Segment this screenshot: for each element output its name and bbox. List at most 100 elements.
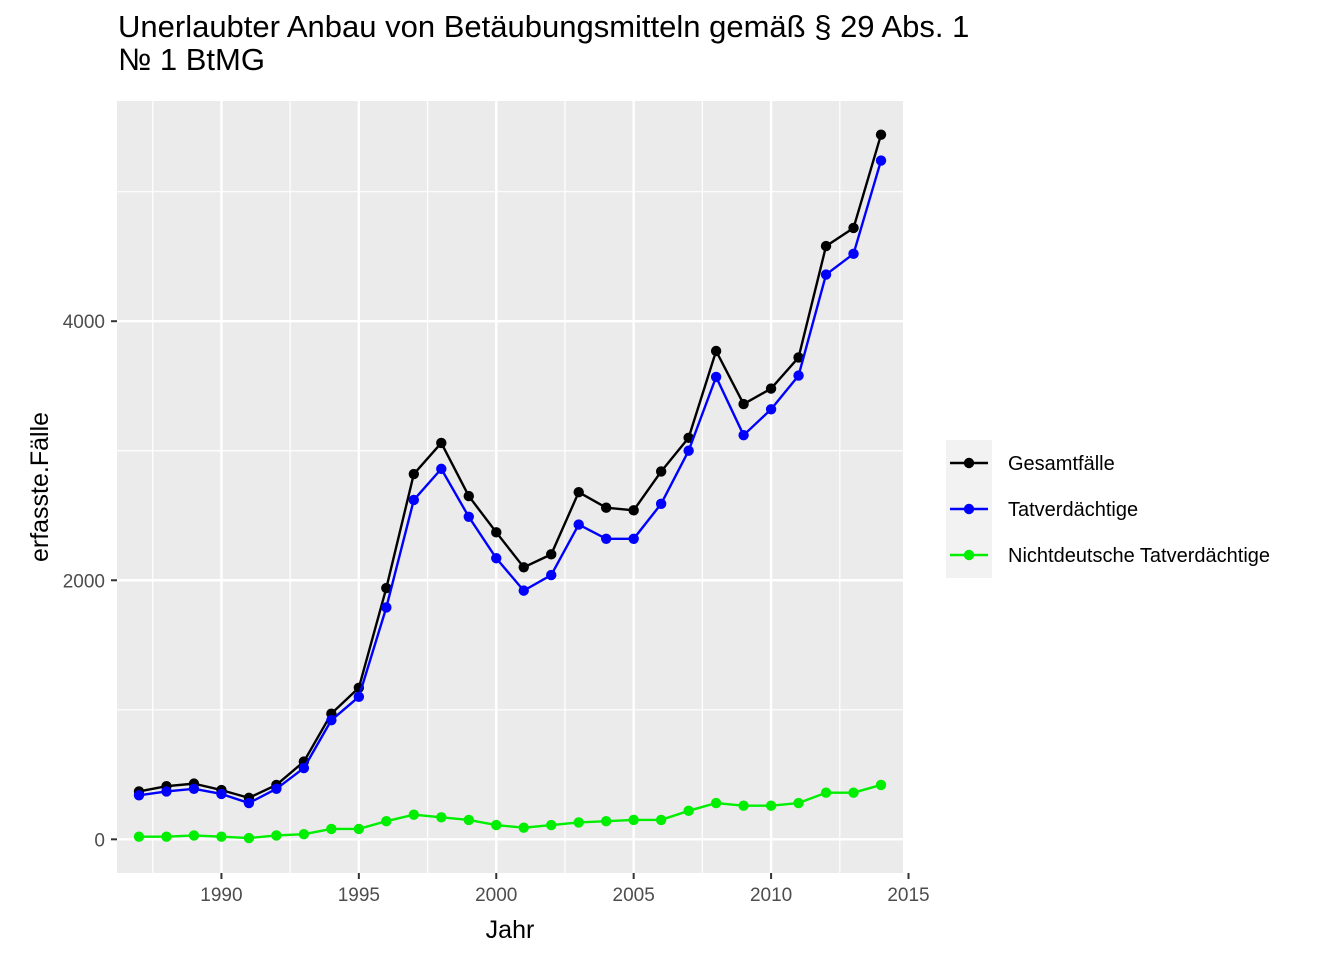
series-2-point	[655, 498, 667, 510]
series-2-point	[216, 788, 227, 800]
legend: Gesamtfälle Tatverdächtige Nichtdeutsche T…	[946, 440, 1270, 578]
series-3-point	[298, 828, 310, 840]
series-line-3	[138, 783, 882, 840]
series-2-point	[188, 783, 200, 795]
series-line-1	[138, 134, 883, 800]
plot-panel	[117, 101, 903, 873]
series-1-point	[628, 505, 639, 516]
grid-major	[117, 101, 910, 873]
series-2-point	[298, 762, 310, 774]
series-2-point	[408, 494, 420, 506]
series-layer	[133, 129, 887, 844]
series-3-point	[408, 809, 420, 820]
series-2-point	[710, 371, 722, 383]
series-3-point	[133, 831, 145, 842]
series-1-point	[463, 490, 474, 502]
axis-layer: 1990 1995 2000 2005 2010 2015 0 2000 4000	[63, 312, 930, 906]
legend-key-point	[963, 549, 975, 561]
series-2-point	[875, 155, 887, 166]
series-2-point	[573, 519, 584, 530]
series-3-point	[463, 814, 474, 826]
series-3-point	[875, 779, 887, 791]
series-2-point	[133, 790, 145, 801]
series-3-point	[271, 830, 282, 841]
series-3-point	[216, 831, 227, 842]
series-3-point	[793, 797, 804, 809]
series-2-point	[628, 533, 639, 545]
series-2-point	[271, 783, 282, 795]
series-3-point	[655, 814, 667, 826]
legend-label: Nichtdeutsche Tatverdächtige	[1008, 545, 1270, 567]
x-tick-label: 1995	[338, 885, 380, 906]
series-1-point	[765, 383, 777, 394]
series-2-point	[381, 602, 392, 613]
series-3-point	[188, 830, 200, 841]
y-tick-label: 0	[94, 830, 105, 851]
series-3-point	[710, 797, 722, 809]
series-2-point	[793, 370, 804, 381]
series-2-point	[820, 269, 832, 280]
series-2-point	[765, 404, 777, 415]
series-2-point	[546, 569, 557, 581]
y-tick-label: 4000	[63, 312, 105, 333]
series-2-point	[738, 429, 749, 441]
series-3-point	[161, 831, 172, 842]
series-1-point	[546, 549, 557, 560]
series-1-point	[408, 468, 420, 480]
series-1-point	[573, 486, 584, 498]
series-1-point	[875, 129, 887, 140]
x-tick-label: 2015	[887, 885, 929, 906]
series-3-point	[436, 812, 447, 823]
series-1-point	[738, 398, 749, 410]
series-2-point	[353, 691, 365, 703]
series-3-point	[628, 814, 639, 826]
series-2-point	[518, 585, 529, 596]
series-3-point	[243, 832, 255, 844]
series-1-point	[820, 240, 832, 252]
series-2-point	[848, 248, 859, 260]
series-1-point	[491, 527, 502, 538]
x-axis-title: Jahr	[486, 916, 535, 944]
series-3-point	[848, 787, 859, 798]
series-2-point	[243, 797, 255, 809]
series-3-point	[600, 815, 612, 827]
legend-label: Gesamtfälle	[1008, 453, 1115, 475]
series-3-point	[738, 800, 749, 811]
series-3-point	[683, 805, 694, 817]
series-3-point	[820, 787, 832, 798]
series-3-point	[573, 817, 584, 828]
series-2-point	[436, 463, 447, 475]
series-1-point	[436, 437, 447, 449]
series-3-point	[765, 800, 777, 811]
series-3-point	[518, 822, 529, 833]
series-2-point	[600, 533, 612, 545]
series-1-point	[381, 582, 392, 594]
y-axis-title: erfasste.Fälle	[26, 412, 54, 562]
x-tick-label: 2010	[750, 885, 792, 906]
series-3-point	[546, 819, 557, 831]
series-1-point	[655, 466, 667, 477]
legend-key-point	[963, 457, 975, 469]
series-1-point	[793, 352, 804, 363]
series-3-point	[381, 815, 392, 827]
series-2-point	[683, 445, 694, 456]
series-1-point	[600, 502, 612, 513]
chart-title: Unerlaubter Anbau von Betäubungsmitteln …	[118, 9, 970, 77]
series-2-point	[463, 511, 474, 522]
series-3-point	[353, 823, 365, 835]
y-tick-label: 2000	[63, 571, 105, 592]
series-line-2	[138, 160, 883, 805]
series-1-point	[518, 562, 529, 573]
legend-label: Tatverdächtige	[1008, 499, 1138, 521]
series-1-point	[710, 345, 722, 357]
legend-key-point	[963, 503, 975, 515]
series-1-point	[848, 222, 859, 234]
x-tick-label: 1990	[200, 885, 242, 906]
series-3-point	[491, 819, 502, 831]
series-3-point	[326, 823, 337, 835]
series-2-point	[161, 786, 172, 797]
series-2-point	[326, 714, 337, 726]
x-tick-label: 2000	[475, 885, 517, 906]
series-2-point	[491, 553, 502, 564]
